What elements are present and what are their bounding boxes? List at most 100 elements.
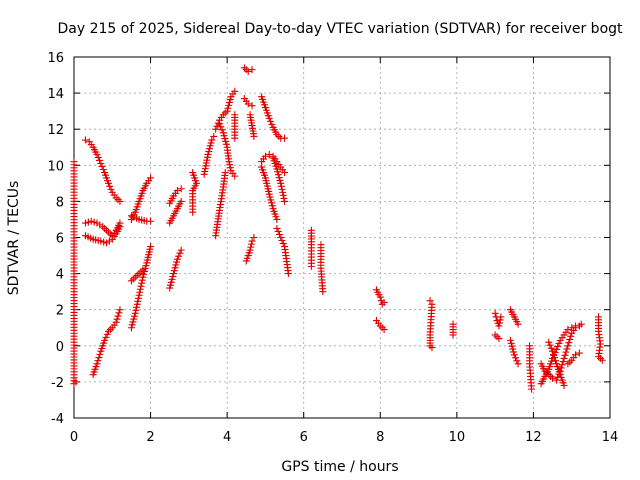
data-point [560, 354, 568, 362]
data-point [278, 185, 286, 193]
series-arc-18 [231, 111, 239, 142]
x-tick-label: 8 [376, 430, 384, 445]
data-point [173, 255, 181, 263]
data-point [426, 297, 434, 305]
y-tick-label: 2 [56, 304, 64, 319]
data-point [555, 339, 563, 347]
data-point [132, 306, 140, 314]
data-point [497, 313, 505, 321]
data-point [215, 120, 223, 128]
series-arc-29 [317, 241, 327, 296]
data-point [261, 152, 269, 160]
data-point [72, 378, 80, 386]
data-point [231, 87, 239, 95]
data-point [514, 360, 522, 368]
data-point [267, 117, 275, 125]
series-arc-38 [526, 342, 536, 393]
data-point [225, 158, 233, 166]
x-tick-label: 12 [525, 430, 542, 445]
data-point [551, 357, 559, 365]
data-point [565, 339, 573, 347]
series-arc-21 [242, 234, 258, 265]
data-point [176, 249, 184, 257]
data-point [273, 215, 281, 223]
data-point [244, 67, 252, 75]
data-point [127, 324, 135, 332]
data-point [112, 318, 120, 326]
data-point [552, 345, 560, 353]
grid-lines [74, 57, 610, 418]
data-point [205, 148, 213, 156]
series-arc-32 [426, 297, 436, 352]
data-point [208, 136, 216, 144]
data-point [114, 312, 122, 320]
data-point [496, 319, 504, 327]
x-tick-label: 2 [146, 430, 154, 445]
y-tick-label: 6 [56, 232, 64, 247]
data-point [173, 258, 181, 266]
data-point [428, 344, 436, 352]
data-point [577, 320, 585, 328]
data-point [572, 351, 580, 359]
data-point [506, 336, 514, 344]
data-point [376, 293, 384, 301]
series-arc-3 [81, 217, 124, 240]
data-point [380, 326, 388, 334]
data-point [134, 294, 142, 302]
series-arc-7 [127, 266, 147, 285]
data-point [509, 345, 517, 353]
data-point [567, 332, 575, 340]
series-arc-6 [127, 243, 155, 332]
data-point [496, 316, 504, 324]
data-point [279, 191, 287, 199]
data-point [103, 330, 111, 338]
data-point [170, 267, 178, 275]
data-point [101, 336, 109, 344]
data-point [206, 145, 214, 153]
data-point [172, 261, 180, 269]
data-point [175, 252, 183, 260]
data-point [226, 161, 234, 169]
data-point [214, 119, 222, 127]
x-tick-label: 6 [300, 430, 308, 445]
data-point [280, 194, 288, 202]
data-point [277, 179, 285, 187]
data-point [380, 298, 388, 306]
y-tick-label: -2 [51, 376, 64, 391]
data-point [550, 350, 558, 358]
series-arc-9 [127, 212, 155, 225]
data-point [513, 357, 521, 365]
data-point [106, 182, 114, 190]
data-point [508, 342, 516, 350]
data-point [268, 199, 276, 207]
data-point [133, 303, 141, 311]
x-tick-label: 14 [602, 430, 619, 445]
y-tick-label: 16 [47, 51, 64, 66]
series-arc-20 [240, 95, 256, 110]
data-point [265, 150, 273, 158]
data-point [98, 163, 106, 171]
data-point [177, 246, 185, 254]
series-arc-36 [506, 306, 522, 328]
series-arc-28 [307, 226, 315, 270]
data-point [495, 335, 503, 343]
data-point [116, 306, 124, 314]
data-point [219, 129, 227, 137]
data-point [274, 168, 282, 176]
data-point [224, 104, 232, 112]
data-point [281, 197, 289, 205]
data-point [510, 351, 518, 359]
y-tick-label: 8 [56, 195, 64, 210]
x-tick-labels: 0 2 4 6 8 10 12 14 [70, 430, 618, 445]
series-arc-22 [246, 111, 258, 140]
data-point [130, 312, 138, 320]
data-point [210, 132, 218, 140]
data-point [244, 100, 252, 108]
data-point [218, 126, 226, 134]
series-arc-43 [595, 313, 606, 364]
data-point [81, 136, 89, 144]
series-arc-37 [506, 336, 522, 368]
data-point [279, 188, 287, 196]
data-point [225, 98, 233, 106]
data-point [170, 270, 178, 278]
